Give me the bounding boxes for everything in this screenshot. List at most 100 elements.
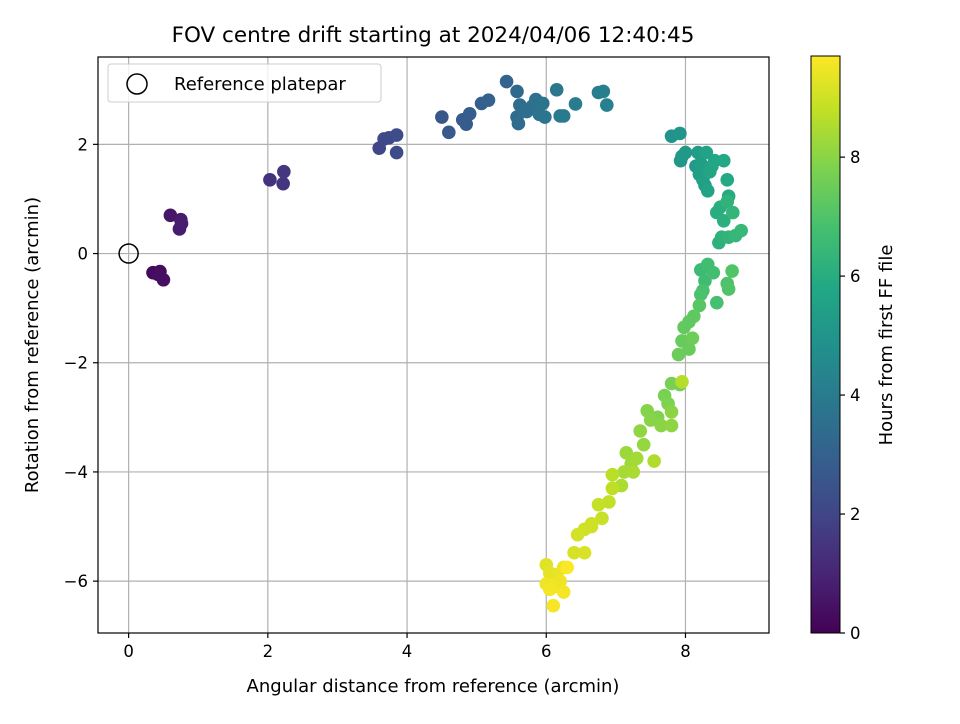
data-point [692,298,707,313]
x-tick-label: 0 [123,642,134,661]
plot-frame [97,56,770,634]
legend-marker [126,73,148,95]
y-tick-label: −6 [64,572,88,591]
data-point [671,347,686,362]
legend-box [107,63,382,103]
data-point [174,216,189,231]
colorbar: 0 2 4 6 8 Hours from first FF file [810,55,897,643]
data-point [726,205,740,220]
data-point [682,342,696,356]
data-point [716,153,731,168]
data-point [546,598,561,613]
x-axis-label: Angular distance from reference (arcmin) [247,676,620,697]
data-point [510,84,524,99]
data-point [549,82,564,97]
legend: Reference platepar [107,63,382,103]
colorbar-label: Hours from first FF file [876,245,897,446]
data-point [277,164,291,179]
grid [98,57,769,633]
data-point [435,110,449,124]
data-point [734,223,748,238]
data-point [619,446,634,460]
data-point [602,495,616,509]
data-point [595,511,609,526]
data-point [626,465,641,479]
data-point [605,481,620,496]
y-tick-label: 0 [78,245,89,264]
data-point [560,560,574,575]
data-point [600,98,614,112]
data-point [716,213,731,228]
reference-marker [118,243,139,264]
data-point [553,574,567,588]
data-point [677,320,691,335]
colorbar-ticks: 0 2 4 6 8 [840,148,861,643]
data-point [664,405,679,419]
data-point [511,116,526,131]
data-point [664,376,679,391]
data-point [664,418,679,433]
x-tick-label: 2 [263,642,274,661]
data-point [570,527,585,542]
data-point [720,173,735,187]
data-point [591,497,606,512]
data-point [151,267,165,282]
data-point [633,424,648,438]
data-point [699,145,714,160]
data-point [568,97,583,111]
data-point [263,173,277,187]
data-point [542,582,557,597]
data-point [442,125,456,140]
y-axis-label: Rotation from reference (arcmin) [22,197,43,493]
colorbar-tick-label: 4 [850,386,861,405]
data-point [596,84,611,99]
chart-title: FOV centre drift starting at 2024/04/06 … [172,23,695,48]
data-point [693,287,708,302]
data-point [700,183,715,198]
data-point [693,156,708,171]
data-point [556,585,571,599]
y-tick-label: 2 [78,135,89,154]
data-point [577,545,592,560]
data-point [538,110,552,124]
data-point [709,295,724,310]
data-point [675,375,689,389]
y-tick-label: −4 [64,463,88,482]
colorbar-gradient [810,55,841,634]
data-point [462,106,477,121]
data-point [678,145,693,160]
legend-entry-reference-platepar: Reference platepar [174,74,346,95]
data-point [163,208,178,223]
x-tick-label: 8 [680,642,691,661]
data-point [535,96,550,111]
data-point [389,128,404,142]
data-point [481,93,496,107]
data-point [499,74,514,89]
data-point [673,126,687,141]
data-point [584,519,599,534]
data-point [721,282,736,296]
data-point [605,467,620,482]
data-point [276,176,290,191]
colorbar-tick-label: 8 [850,148,861,167]
data-point [556,109,571,123]
data-point [720,194,735,209]
y-tick-label: −2 [64,354,88,373]
data-point [567,545,581,560]
data-point [654,418,668,433]
reference-platepar-point [118,243,139,264]
data-point [647,454,661,468]
data-point [706,265,721,280]
data-point [459,117,474,131]
colorbar-tick-label: 2 [850,505,861,524]
y-axis: −6 −4 −2 0 2 [64,135,98,591]
x-axis: 0 2 4 6 8 [123,633,691,661]
data-point [389,145,404,160]
data-point [685,331,700,345]
scatter-points [146,74,748,613]
colorbar-tick-label: 6 [850,267,861,286]
data-point [636,437,651,452]
data-point [629,451,644,466]
x-tick-label: 4 [402,642,413,661]
